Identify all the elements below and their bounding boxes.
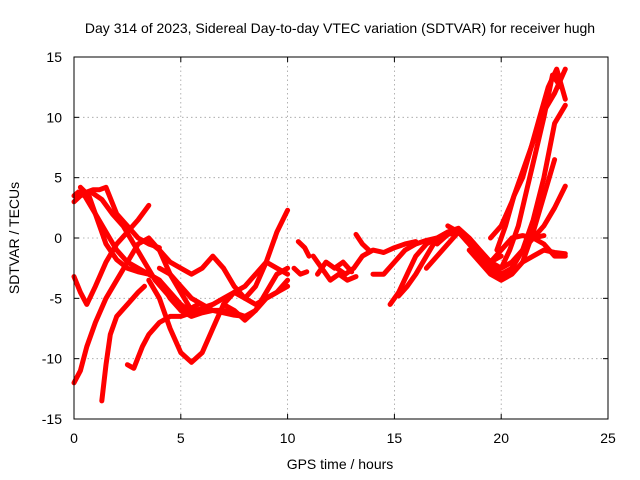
series-line-3 xyxy=(77,184,194,316)
series-line-20 xyxy=(370,235,440,277)
series-line-7 xyxy=(99,283,147,404)
x-tick-label: 15 xyxy=(387,430,403,446)
series-line-29 xyxy=(498,72,564,271)
series-line-23 xyxy=(423,229,515,277)
y-tick-label: 0 xyxy=(54,230,62,246)
series-line-25 xyxy=(445,183,568,280)
series-line-10 xyxy=(146,207,291,301)
x-tick-labels: 0 5 10 15 20 25 xyxy=(70,430,616,446)
data-series xyxy=(71,66,568,404)
y-axis-label: SDTVAR / TECUs xyxy=(6,182,22,294)
series-line-12 xyxy=(178,259,291,316)
y-tick-label: -10 xyxy=(42,351,62,367)
x-tick-label: 0 xyxy=(70,430,78,446)
y-tick-label: 5 xyxy=(54,170,62,186)
series-line-19 xyxy=(353,231,372,253)
series-line-30 xyxy=(509,102,568,271)
chart-title: Day 314 of 2023, Sidereal Day-to-day VTE… xyxy=(85,20,595,36)
x-tick-label: 5 xyxy=(177,430,185,446)
series-line-5 xyxy=(71,202,152,307)
series-line-15 xyxy=(291,265,310,277)
series-line-11 xyxy=(156,265,291,319)
y-tick-labels: -15 -10 -5 0 5 10 15 xyxy=(42,49,62,427)
x-tick-label: 10 xyxy=(280,430,296,446)
x-tick-label: 25 xyxy=(600,430,616,446)
y-tick-label: -5 xyxy=(50,290,63,306)
y-tick-label: -15 xyxy=(42,411,62,427)
series-line-31 xyxy=(520,157,558,265)
x-axis-label: GPS time / hours xyxy=(287,456,394,472)
series-line-26 xyxy=(466,247,568,283)
x-tick-label: 20 xyxy=(493,430,509,446)
axis-ticks xyxy=(73,56,609,420)
series-line-14 xyxy=(295,239,312,259)
series-line-13 xyxy=(221,265,291,323)
y-tick-label: 10 xyxy=(46,109,62,125)
series-line-18 xyxy=(334,239,419,277)
y-tick-label: 15 xyxy=(46,49,62,65)
